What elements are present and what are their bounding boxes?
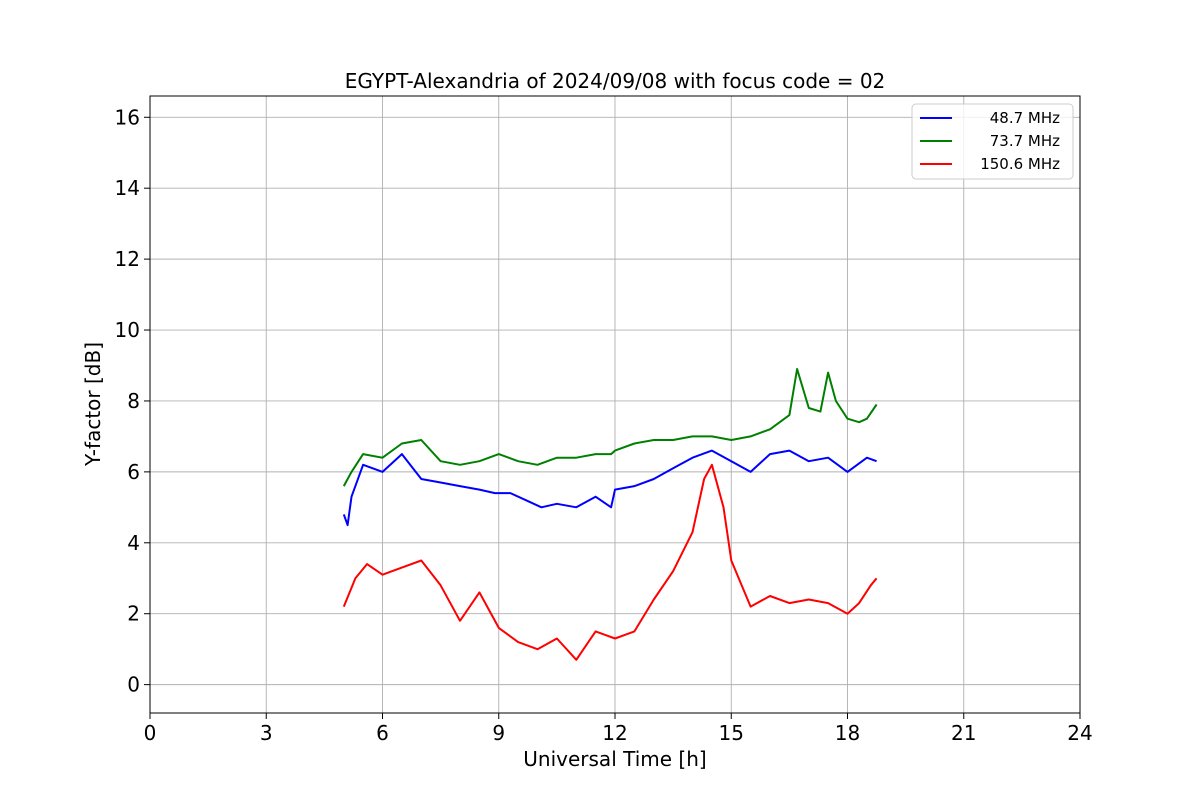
x-tick-label: 15	[719, 721, 744, 745]
y-tick-label: 4	[127, 531, 140, 555]
y-tick-label: 2	[127, 602, 140, 626]
x-tick-label: 0	[144, 721, 157, 745]
series-layer	[342, 368, 878, 661]
x-tick-label: 24	[1067, 721, 1092, 745]
series-line-1	[342, 449, 877, 527]
series-line-3	[342, 463, 878, 661]
y-tick-label: 10	[115, 318, 140, 342]
y-tick-label: 0	[127, 673, 140, 697]
legend-label-2: 73.7 MHz	[990, 132, 1060, 150]
x-tick-label: 18	[835, 721, 860, 745]
legend-label-3: 150.6 MHz	[980, 155, 1060, 173]
y-axis-label: Y-factor [dB]	[81, 342, 105, 467]
y-tick-label: 8	[127, 389, 140, 413]
x-tick-label: 6	[376, 721, 389, 745]
legend: 48.7 MHz 73.7 MHz 150.6 MHz	[911, 103, 1074, 180]
y-tick-label: 6	[127, 460, 140, 484]
grid	[149, 96, 1081, 713]
y-tick-label: 14	[115, 176, 140, 200]
legend-box	[911, 103, 1074, 180]
x-axis-label: Universal Time [h]	[523, 747, 706, 771]
series-line-2	[342, 368, 878, 487]
chart-title: EGYPT-Alexandria of 2024/09/08 with focu…	[345, 69, 886, 93]
x-tick-label: 12	[602, 721, 627, 745]
x-tick-label: 9	[492, 721, 505, 745]
x-tick-label: 3	[260, 721, 273, 745]
y-tick-label: 12	[115, 247, 140, 271]
legend-label-1: 48.7 MHz	[990, 109, 1060, 127]
y-tick-label: 16	[115, 105, 140, 129]
x-tick-label: 21	[951, 721, 976, 745]
